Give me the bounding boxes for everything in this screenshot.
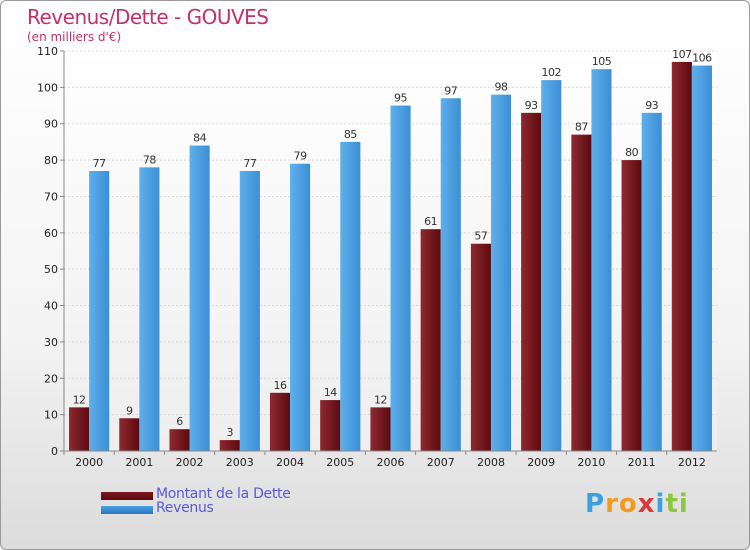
- y-tick-label: 50: [44, 263, 58, 276]
- data-label: 6: [176, 415, 183, 428]
- logo-letter: t: [665, 489, 679, 519]
- data-label: 77: [93, 157, 106, 170]
- y-tick-label: 30: [44, 336, 58, 349]
- logo-letter: i: [678, 489, 689, 519]
- bar-debt: [320, 400, 341, 451]
- bar-revenue: [139, 167, 160, 451]
- bar-revenue: [390, 105, 411, 451]
- data-label: 16: [273, 379, 286, 392]
- bar-debt: [219, 440, 240, 451]
- data-label: 14: [324, 386, 337, 399]
- data-label: 79: [294, 150, 307, 163]
- data-label: 102: [541, 66, 561, 79]
- data-label: 3: [227, 426, 234, 439]
- bar-debt: [169, 429, 190, 451]
- x-tick-label: 2007: [427, 456, 455, 469]
- bar-revenue: [490, 94, 512, 452]
- bars: [69, 61, 712, 452]
- data-label: 106: [692, 52, 712, 65]
- x-tick-label: 2008: [477, 456, 505, 469]
- data-label: 84: [193, 132, 206, 145]
- bar-debt: [370, 407, 391, 451]
- logo-letter: i: [655, 489, 666, 519]
- data-label: 95: [394, 92, 407, 105]
- bar-debt: [269, 392, 291, 451]
- x-tick-label: 2006: [377, 456, 405, 469]
- data-label: 93: [645, 99, 658, 112]
- bar-revenue: [89, 171, 110, 451]
- data-label: 98: [495, 81, 508, 94]
- logo-letter: r: [605, 489, 619, 519]
- chart-title: Revenus/Dette - GOUVES: [27, 5, 269, 29]
- logo-letter: P: [585, 489, 606, 519]
- y-tick-label: 70: [44, 190, 58, 203]
- legend-item-revenue: Revenus: [101, 500, 361, 520]
- data-label: 12: [73, 393, 86, 406]
- proxiti-logo: Proxiti: [585, 489, 689, 519]
- y-tick-label: 40: [44, 300, 58, 313]
- data-label: 93: [525, 99, 538, 112]
- x-tick-label: 2002: [176, 456, 204, 469]
- legend-item-debt: Montant de la Dette: [101, 486, 361, 506]
- x-tick-label: 2005: [326, 456, 354, 469]
- data-label: 97: [444, 84, 457, 97]
- bar-revenue: [290, 163, 311, 451]
- legend-label-debt: Montant de la Dette: [156, 486, 291, 502]
- bar-revenue: [239, 171, 260, 451]
- bar-revenue: [691, 65, 712, 451]
- bar-debt: [621, 160, 642, 451]
- data-labels: 12 77 9 78 6 84 3 77 16 79 14 85 12 95 61 97 57 98 93 102 87…: [73, 48, 713, 439]
- bar-debt: [420, 229, 441, 451]
- bar-revenue: [189, 145, 210, 451]
- legend-swatch-revenue: [101, 506, 153, 514]
- y-tick-label: 60: [44, 227, 58, 240]
- y-tick-label: 100: [37, 81, 58, 94]
- data-label: 9: [126, 404, 133, 417]
- bar-debt: [671, 61, 692, 452]
- logo-letter: x: [637, 489, 656, 519]
- y-tick-label: 80: [44, 154, 58, 167]
- x-tick-label: 2003: [226, 456, 254, 469]
- bar-debt: [119, 418, 140, 451]
- data-label: 80: [625, 146, 638, 159]
- x-tick-label: 2009: [527, 456, 555, 469]
- x-tick-label: 2011: [628, 456, 656, 469]
- data-label: 78: [143, 153, 156, 166]
- legend-swatch-debt: [101, 492, 153, 500]
- bar-debt: [571, 134, 592, 452]
- y-tick-label: 0: [51, 445, 58, 458]
- logo-letter: o: [618, 489, 638, 519]
- bar-revenue: [591, 69, 612, 451]
- x-tick-label: 2012: [678, 456, 706, 469]
- bar-revenue: [541, 80, 562, 451]
- bar-revenue: [641, 112, 662, 452]
- bar-revenue: [340, 141, 361, 451]
- bar-debt: [521, 112, 542, 452]
- data-label: 87: [575, 121, 588, 134]
- data-label: 105: [592, 55, 612, 68]
- axes: 0 10 20 30 40 50 60 70 80 90 100 110 2000 2001 2002 200…: [37, 45, 717, 469]
- data-label: 61: [424, 215, 437, 228]
- legend-label-revenue: Revenus: [156, 500, 214, 516]
- y-tick-label: 10: [44, 409, 58, 422]
- x-tick-label: 2001: [125, 456, 153, 469]
- y-tick-label: 20: [44, 372, 58, 385]
- data-label: 77: [243, 157, 256, 170]
- data-label: 12: [374, 393, 387, 406]
- x-tick-label: 2010: [577, 456, 605, 469]
- bar-debt: [69, 407, 90, 451]
- y-tick-label: 110: [37, 45, 58, 58]
- bar-revenue: [440, 98, 461, 451]
- x-tick-label: 2000: [75, 456, 103, 469]
- y-tick-label: 90: [44, 118, 58, 131]
- data-label: 107: [672, 48, 692, 61]
- x-tick-label: 2004: [276, 456, 304, 469]
- bar-debt: [470, 243, 491, 451]
- data-label: 85: [344, 128, 357, 141]
- data-label: 57: [474, 230, 487, 243]
- chart-subtitle: (en milliers d'€): [27, 30, 122, 44]
